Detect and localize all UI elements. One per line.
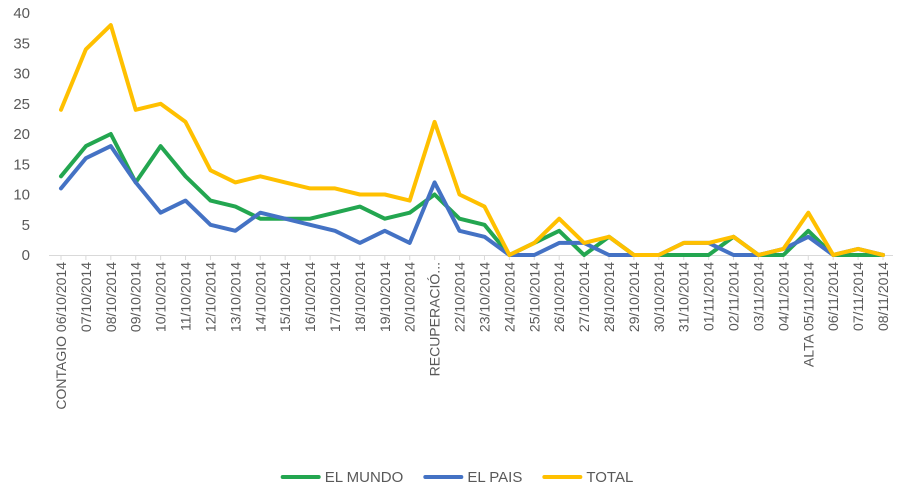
y-tick-label: 40 [13,5,30,22]
x-tick-label: 27/10/2014 [576,262,592,332]
x-tick-label: 16/10/2014 [302,262,318,332]
legend-label-el-pais: EL PAIS [467,469,522,486]
y-tick-label: 15 [13,156,30,173]
x-tick-label: 26/10/2014 [551,262,567,332]
x-tick-label: 02/11/2014 [726,262,742,331]
x-tick-label: ALTA 05/11/2014 [800,262,816,367]
x-axis: CONTAGIO 06/10/2014 07/10/2014 08/10/2014 0… [49,255,893,410]
x-tick-label: 09/10/2014 [128,262,144,332]
x-tick-label: 23/10/2014 [476,262,492,332]
x-tick-label: 03/11/2014 [750,262,766,331]
x-tick-label: 18/10/2014 [352,262,368,332]
x-tick-label: 31/10/2014 [676,262,692,332]
x-tick-label: CONTAGIO 06/10/2014 [53,262,69,410]
x-tick-label: RECUPERACIÓ... [427,262,443,376]
series-line-el-mundo [59,132,885,257]
series-line-total [59,23,885,257]
x-tick-label: 07/10/2014 [78,262,94,332]
x-tick-label: 13/10/2014 [227,262,243,332]
y-tick-label: 30 [13,66,30,83]
x-tick-label: 22/10/2014 [452,262,468,332]
legend: EL MUNDO EL PAIS TOTAL [280,469,633,486]
y-axis: 0 5 10 15 20 25 30 35 40 [13,5,30,264]
x-tick-label: 11/10/2014 [178,262,194,331]
x-tick-label: 12/10/2014 [202,262,218,332]
legend-label-el-mundo: EL MUNDO [325,469,404,486]
y-tick-label: 35 [13,35,30,52]
x-tick-label: 24/10/2014 [501,262,517,332]
x-tick-label: 10/10/2014 [153,262,169,332]
x-tick-label: 29/10/2014 [626,262,642,332]
x-tick-label: 01/11/2014 [701,262,717,331]
x-tick-label: 20/10/2014 [402,262,418,332]
x-tick-label: 17/10/2014 [327,262,343,332]
x-tick-label: 15/10/2014 [277,262,293,332]
y-tick-label: 5 [22,217,30,234]
series-line-el-pais [59,144,885,257]
x-tick-label: 19/10/2014 [377,262,393,332]
x-tick-label: 04/11/2014 [775,262,791,331]
legend-label-total: TOTAL [586,469,633,486]
x-tick-label: 25/10/2014 [526,262,542,332]
x-tick-label: 14/10/2014 [252,262,268,332]
x-tick-label: 08/10/2014 [103,262,119,332]
x-tick-label: 06/11/2014 [825,262,841,331]
x-tick-label: 30/10/2014 [651,262,667,332]
y-tick-label: 20 [13,126,30,143]
x-tick-label: 07/11/2014 [850,262,866,331]
series-layer [59,23,885,257]
y-tick-label: 0 [22,247,30,264]
y-tick-label: 25 [13,96,30,113]
x-tick-label: 08/11/2014 [875,262,891,331]
y-tick-label: 10 [13,187,30,204]
x-tick-label: 28/10/2014 [601,262,617,332]
